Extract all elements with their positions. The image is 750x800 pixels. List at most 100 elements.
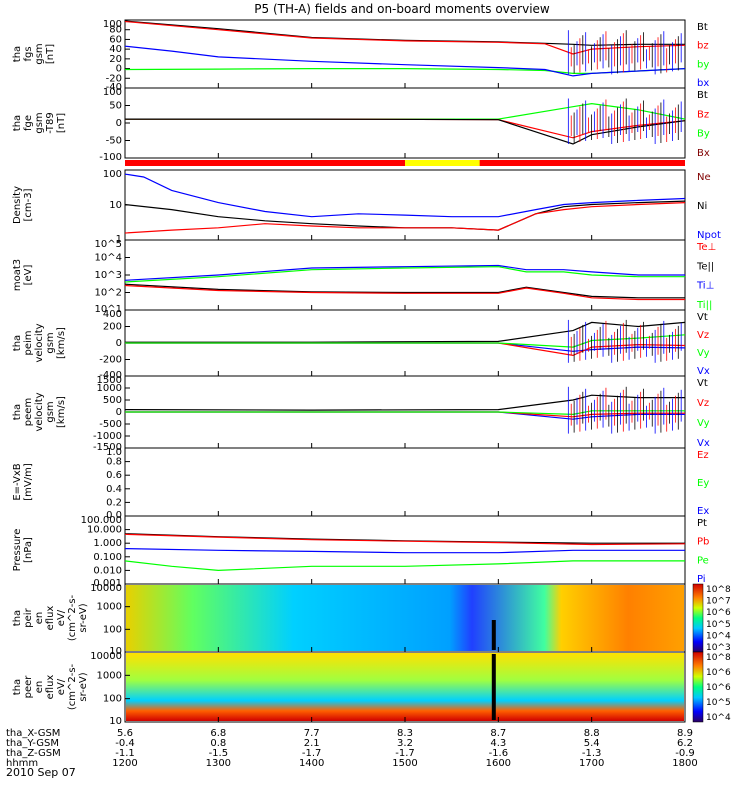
spectrogram-peir_eflux: [126, 585, 684, 651]
series-line-ti: [124, 266, 685, 283]
legend-entry-vy: Vy: [697, 418, 710, 429]
legend-entry-ex: Ex: [697, 506, 709, 517]
y-axis-label: peer: [23, 675, 34, 699]
ephemeris-value: -1.5: [209, 748, 229, 759]
series-line-vy: [125, 410, 685, 416]
legend-entry-vy: Vy: [697, 348, 710, 359]
y-axis-label: sr-eV): [78, 672, 89, 701]
y-axis-label: moat3: [12, 259, 23, 291]
y-tick-label: 0: [116, 64, 122, 75]
ephemeris-value: 8.3: [397, 728, 413, 739]
y-tick-label: 0: [116, 118, 122, 129]
y-tick-label: 0.0: [106, 510, 122, 521]
y-tick-label: 400: [103, 309, 122, 320]
y-axis-label: eV/: [56, 678, 67, 695]
y-axis-label: [nPa]: [23, 537, 34, 563]
series-line-pb: [124, 533, 686, 546]
legend-entry-bz: bz: [697, 41, 709, 52]
ephemeris-value: -1.1: [115, 748, 135, 759]
y-tick-label: 1.000: [93, 538, 122, 549]
y-axis-label: peim: [23, 330, 34, 355]
panel-frame-efield: [124, 447, 686, 517]
data-gap-bar: [491, 654, 496, 720]
legend-entry-bt: Bt: [697, 90, 708, 101]
y-tick-label: 0.8: [106, 457, 122, 468]
series-line-vx: [125, 411, 685, 420]
y-axis-label: tha: [12, 115, 23, 131]
legend-entry-te: Te||: [696, 261, 714, 272]
y-tick-label: 1000: [97, 670, 122, 681]
ephemeris-value: 1500: [392, 758, 417, 769]
series-line-ti: [124, 264, 685, 281]
legend-entry-pt: Pt: [697, 518, 707, 529]
ephemeris-value: 5.4: [584, 738, 600, 749]
y-tick-label: 80: [109, 25, 122, 36]
y-tick-label: -50: [106, 136, 122, 147]
y-axis-label: tha: [12, 46, 23, 62]
y-tick-label: 1.0: [106, 447, 122, 458]
y-axis-label: gsm: [34, 43, 45, 64]
ephemeris-row-label: tha_Z-GSM: [6, 748, 61, 759]
y-tick-label: 10000: [90, 651, 122, 662]
ephemeris-value: 6.8: [210, 728, 226, 739]
y-axis-label: gsm: [45, 332, 56, 353]
legend-entry-bx: bx: [697, 78, 709, 89]
orbit-bar-segment: [405, 160, 480, 166]
y-axis-label: eflux: [45, 606, 56, 631]
data-gap-bar: [491, 620, 496, 650]
y-axis-label: [eV]: [23, 265, 34, 286]
colorbar-label: 10^7: [706, 597, 731, 607]
page-title: P5 (TH-A) fields and on-board moments ov…: [254, 2, 550, 16]
colorbar-label: 10^6: [706, 608, 731, 618]
y-tick-label: 100: [103, 624, 122, 635]
y-tick-label: 100: [103, 19, 122, 30]
legend-entry-bt: Bt: [697, 22, 708, 33]
y-axis-label: tha: [12, 679, 23, 695]
legend-entry-ni: Ni: [697, 201, 707, 212]
ephemeris-row-label: tha_X-GSM: [6, 728, 60, 739]
colorbar-label: 10^8: [706, 653, 731, 663]
colorbar-label: 10^4: [706, 631, 731, 641]
y-tick-label: 10.000: [87, 525, 122, 536]
series-line-te: [124, 284, 685, 301]
y-tick-label: 1500: [97, 375, 122, 386]
legend-entry-ne: Ne: [697, 172, 711, 183]
y-tick-label: 0.6: [106, 470, 122, 481]
y-axis-label: fge: [23, 115, 34, 131]
series-line-pi: [124, 548, 685, 554]
y-tick-label: 100: [103, 87, 122, 98]
legend-entry-vt: Vt: [697, 378, 708, 389]
colorbar-label: 10^5: [706, 620, 731, 630]
y-axis-label: (cm^2-s-: [67, 663, 78, 710]
ephemeris-value: 1800: [672, 758, 697, 769]
y-axis-label: (cm^2-s-: [67, 594, 78, 641]
y-axis-label: eflux: [45, 675, 56, 700]
ephemeris-value: 1200: [112, 758, 137, 769]
series-line-ne: [124, 202, 686, 234]
y-tick-label: -200: [99, 355, 122, 366]
y-axis-label: E=-VxB: [12, 463, 23, 500]
y-axis-label: en: [34, 681, 45, 694]
series-line-bx: [124, 45, 686, 77]
ephemeris-value: 0.8: [210, 738, 226, 749]
panel-frame-fgs: [124, 19, 686, 89]
y-tick-label: 0: [116, 338, 122, 349]
ephemeris-value: 7.7: [304, 728, 320, 739]
colorbar-label: 10^5: [706, 698, 731, 708]
ephemeris-value: -1.7: [395, 748, 415, 759]
ephemeris-value: -0.9: [675, 748, 695, 759]
legend-entry-by: By: [697, 129, 710, 140]
legend-entry-vx: Vx: [697, 438, 710, 449]
colorbar-peer_eflux: [692, 651, 704, 723]
ephemeris-value: 2.1: [304, 738, 320, 749]
y-tick-label: 10: [109, 646, 122, 657]
y-axis-label: Pressure: [12, 529, 23, 572]
ephemeris-value: 1300: [206, 758, 231, 769]
y-tick-label: 0.100: [93, 552, 122, 563]
y-tick-label: -100: [99, 152, 122, 163]
series-line-bt: [125, 118, 686, 145]
y-tick-label: 50: [109, 101, 122, 112]
series-line-by: [125, 102, 686, 120]
y-axis-label: fgs: [23, 46, 34, 61]
